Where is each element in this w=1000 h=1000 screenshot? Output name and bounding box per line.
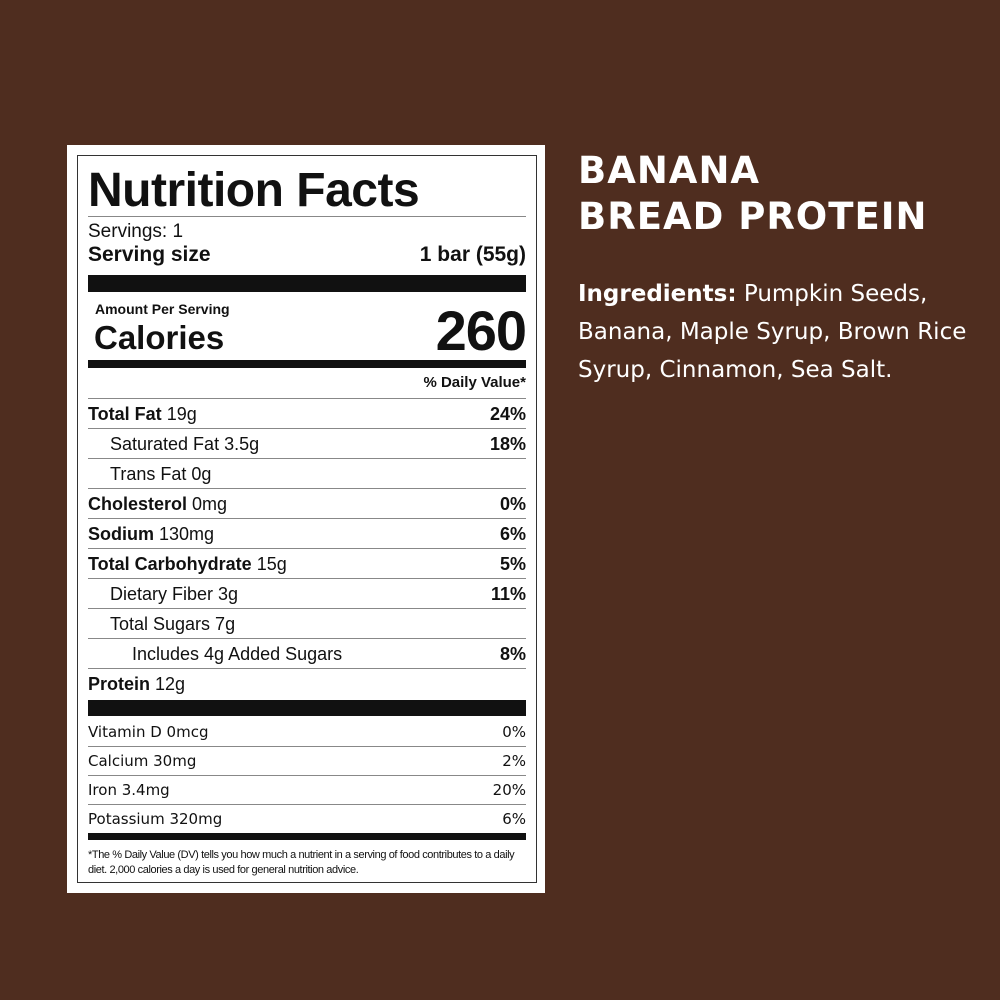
serving-size-row: Serving size 1 bar (55g) (88, 243, 526, 267)
nutrient-amount: 130mg (159, 523, 215, 544)
nutrient-row: Total Fat 19g 24% (88, 398, 526, 429)
nutrient-row: Total Carbohydrate 15g 5% (88, 548, 526, 579)
nutrient-name: Total Fat 19g (88, 404, 197, 425)
daily-value-header: % Daily Value* (423, 374, 526, 391)
nutrient-row: Dietary Fiber 3g 11% (88, 578, 526, 609)
ingredients-text: Pumpkin Seeds, Banana, Maple Syrup, Brow… (578, 281, 967, 383)
nutrient-name: Cholesterol 0mg (88, 494, 227, 515)
footnote: *The % Daily Value (DV) tells you how mu… (88, 849, 515, 876)
divider (88, 216, 526, 217)
nutrient-name: Saturated Fat 3.5g (88, 434, 259, 455)
serving-size-value: 1 bar (55g) (419, 243, 526, 266)
nutrient-label: Includes 4g Added Sugars (132, 643, 343, 664)
vitamin-row: Calcium 30mg 2% (88, 746, 526, 776)
vitamin-dv: 0% (502, 722, 526, 741)
product-name-line2: BREAD PROTEIN (578, 195, 928, 238)
nutrient-dv: 5% (499, 553, 526, 574)
nutrient-dv: 24% (489, 403, 526, 424)
nutrient-amount: 15g (256, 553, 287, 574)
servings: Servings: 1 (88, 221, 184, 242)
product-name: BANANA BREAD PROTEIN (578, 148, 928, 240)
nutrient-name: Dietary Fiber 3g (88, 584, 238, 605)
vitamin-row: Iron 3.4mg 20% (88, 775, 526, 805)
nutrient-name: Protein 12g (88, 674, 185, 695)
medium-divider (88, 360, 526, 368)
nutrient-label: Cholesterol (88, 493, 188, 514)
nutrition-facts-label: Nutrition Facts Servings: 1 Serving size… (67, 145, 545, 893)
nutrient-name: Total Sugars 7g (88, 614, 235, 635)
facts-title: Nutrition Facts (88, 164, 420, 217)
nutrient-row: Cholesterol 0mg 0% (88, 488, 526, 519)
nutrient-dv: 0% (499, 493, 526, 514)
nutrient-label: Sodium (88, 523, 154, 544)
label-border (77, 155, 537, 883)
nutrient-amount: 12g (155, 673, 186, 694)
nutrient-dv: 6% (499, 523, 526, 544)
nutrient-label: Total Fat (88, 403, 162, 424)
nutrient-dv: 18% (489, 433, 526, 454)
serving-size-label: Serving size (88, 243, 211, 266)
nutrient-row: Includes 4g Added Sugars 8% (88, 638, 526, 669)
vitamin-dv: 6% (502, 809, 526, 828)
amount-per-serving: Amount Per Serving (95, 301, 230, 317)
nutrient-label: Total Carbohydrate (88, 553, 252, 574)
nutrient-name: Sodium 130mg (88, 524, 214, 545)
nutrient-name: Trans Fat 0g (88, 464, 211, 485)
nutrient-label: Total Sugars 7g (110, 613, 236, 634)
nutrient-label: Saturated Fat 3.5g (110, 433, 260, 454)
nutrient-list: Total Fat 19g 24% Saturated Fat 3.5g 18% Tra… (88, 398, 526, 698)
vitamin-name: Vitamin D 0mcg (88, 722, 209, 741)
nutrient-label: Protein (88, 673, 151, 694)
nutrient-row: Protein 12g (88, 668, 526, 699)
ingredients: Ingredients: Pumpkin Seeds, Banana, Mapl… (578, 275, 978, 389)
nutrient-row: Saturated Fat 3.5g 18% (88, 428, 526, 459)
nutrient-label: Trans Fat 0g (110, 463, 212, 484)
vitamin-row: Vitamin D 0mcg 0% (88, 717, 526, 747)
vitamin-row: Potassium 320mg 6% (88, 804, 526, 833)
vitamin-list: Vitamin D 0mcg 0% Calcium 30mg 2% Iron 3.4mg… (88, 717, 526, 837)
vitamin-name: Potassium 320mg (88, 809, 223, 828)
vitamin-name: Iron 3.4mg (88, 780, 170, 799)
nutrient-row: Total Sugars 7g (88, 608, 526, 639)
calories-label: Calories (94, 319, 225, 356)
thick-divider (88, 275, 526, 292)
nutrient-row: Sodium 130mg 6% (88, 518, 526, 549)
nutrient-dv: 8% (499, 643, 526, 664)
nutrient-amount: 0mg (192, 493, 228, 514)
vitamin-dv: 20% (492, 780, 526, 799)
vitamin-name: Calcium 30mg (88, 751, 197, 770)
nutrient-row: Trans Fat 0g (88, 458, 526, 489)
nutrient-dv: 11% (490, 583, 526, 604)
product-name-line1: BANANA (578, 149, 761, 192)
nutrient-name: Total Carbohydrate 15g (88, 554, 287, 575)
nutrient-label: Dietary Fiber 3g (110, 583, 239, 604)
ingredients-label: Ingredients: (578, 281, 737, 307)
calories-value: 260 (435, 299, 527, 362)
nutrient-name: Includes 4g Added Sugars (88, 644, 342, 665)
medium-divider (88, 833, 526, 840)
thick-divider (88, 700, 526, 716)
nutrient-amount: 19g (166, 403, 197, 424)
vitamin-dv: 2% (502, 751, 526, 770)
